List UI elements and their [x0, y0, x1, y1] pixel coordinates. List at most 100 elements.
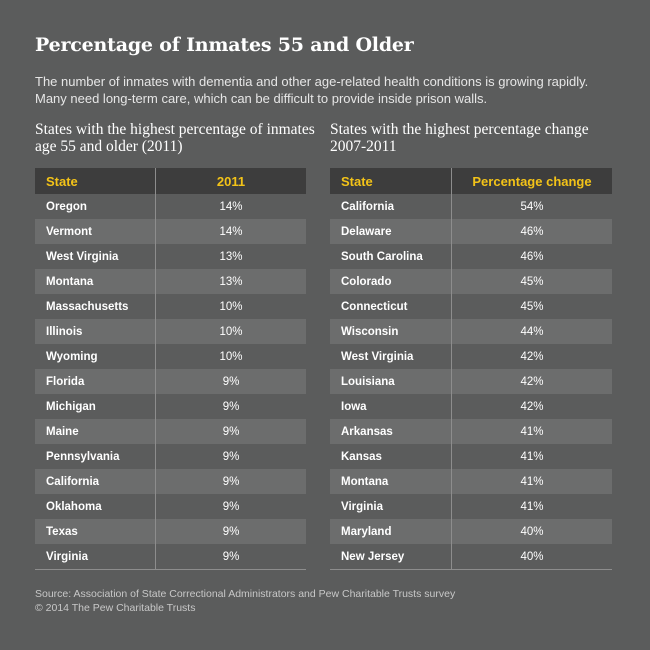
table-row: Illinois 10% — [35, 319, 306, 344]
highest-percentage-table: State 2011 Oregon 14% Vermont 14% West Virgi… — [35, 168, 306, 570]
intro-text: The number of inmates with dementia and … — [35, 74, 589, 106]
table-row: Iowa 42% — [330, 394, 612, 419]
table-row: Louisiana 42% — [330, 369, 612, 394]
table-row: Florida 9% — [35, 369, 306, 394]
value-cell: 42% — [451, 344, 612, 369]
state-cell: Kansas — [330, 444, 452, 469]
table-row: Michigan 9% — [35, 394, 306, 419]
state-cell: Massachusetts — [35, 294, 156, 319]
value-cell: 10% — [155, 319, 306, 344]
column-header-state: State — [330, 168, 452, 194]
value-cell: 10% — [155, 294, 306, 319]
table-row: Vermont 14% — [35, 219, 306, 244]
table-row: Arkansas 41% — [330, 419, 612, 444]
table-row: Wisconsin 44% — [330, 319, 612, 344]
table-row: Massachusetts 10% — [35, 294, 306, 319]
footer: Source: Association of State Correctiona… — [35, 587, 455, 615]
value-cell: 9% — [155, 494, 306, 519]
state-cell: Montana — [35, 269, 156, 294]
value-cell: 41% — [451, 494, 612, 519]
table-row: Maine 9% — [35, 419, 306, 444]
state-cell: Maryland — [330, 519, 452, 544]
state-cell: New Jersey — [330, 544, 452, 570]
value-cell: 13% — [155, 269, 306, 294]
state-cell: Montana — [330, 469, 452, 494]
page-title: Percentage of Inmates 55 and Older — [35, 34, 414, 56]
table-row: California 54% — [330, 194, 612, 219]
table-row: Connecticut 45% — [330, 294, 612, 319]
value-cell: 9% — [155, 444, 306, 469]
state-cell: Iowa — [330, 394, 452, 419]
value-cell: 45% — [451, 269, 612, 294]
table-row: Pennsylvania 9% — [35, 444, 306, 469]
state-cell: Maine — [35, 419, 156, 444]
value-cell: 9% — [155, 544, 306, 570]
table-row: West Virginia 13% — [35, 244, 306, 269]
table-body: Oregon 14% Vermont 14% West Virginia 13% Monta… — [35, 194, 306, 570]
state-cell: West Virginia — [35, 244, 156, 269]
table-row: Colorado 45% — [330, 269, 612, 294]
value-cell: 9% — [155, 519, 306, 544]
state-cell: Virginia — [330, 494, 452, 519]
value-cell: 46% — [451, 219, 612, 244]
value-cell: 42% — [451, 394, 612, 419]
state-cell: Vermont — [35, 219, 156, 244]
state-cell: Arkansas — [330, 419, 452, 444]
value-cell: 9% — [155, 394, 306, 419]
state-cell: Texas — [35, 519, 156, 544]
right-table-subtitle: States with the highest percentage chang… — [330, 121, 589, 155]
table-body: California 54% Delaware 46% South Carolina 46… — [330, 194, 612, 570]
copyright-note: © 2014 The Pew Charitable Trusts — [35, 602, 196, 614]
value-cell: 10% — [155, 344, 306, 369]
value-cell: 41% — [451, 469, 612, 494]
table-row: Oklahoma 9% — [35, 494, 306, 519]
value-cell: 14% — [155, 219, 306, 244]
value-cell: 9% — [155, 419, 306, 444]
state-cell: Florida — [35, 369, 156, 394]
state-cell: South Carolina — [330, 244, 452, 269]
table-row: Montana 41% — [330, 469, 612, 494]
state-cell: California — [35, 469, 156, 494]
state-cell: Delaware — [330, 219, 452, 244]
state-cell: Virginia — [35, 544, 156, 570]
table-row: Delaware 46% — [330, 219, 612, 244]
column-header-percentage-change: Percentage change — [451, 168, 612, 194]
value-cell: 14% — [155, 194, 306, 219]
source-note: Source: Association of State Correctiona… — [35, 588, 456, 600]
value-cell: 13% — [155, 244, 306, 269]
table-row: Virginia 41% — [330, 494, 612, 519]
value-cell: 44% — [451, 319, 612, 344]
value-cell: 54% — [451, 194, 612, 219]
value-cell: 41% — [451, 444, 612, 469]
percentage-change-table: State Percentage change California 54% Del… — [330, 168, 612, 570]
state-cell: Wyoming — [35, 344, 156, 369]
table-row: California 9% — [35, 469, 306, 494]
table-row: West Virginia 42% — [330, 344, 612, 369]
table-row: New Jersey 40% — [330, 544, 612, 570]
table-header-row: State Percentage change — [330, 168, 612, 194]
state-cell: California — [330, 194, 452, 219]
value-cell: 42% — [451, 369, 612, 394]
state-cell: Colorado — [330, 269, 452, 294]
column-header-2011: 2011 — [155, 168, 306, 194]
table-row: Maryland 40% — [330, 519, 612, 544]
table-row: Montana 13% — [35, 269, 306, 294]
value-cell: 9% — [155, 369, 306, 394]
state-cell: West Virginia — [330, 344, 452, 369]
state-cell: Wisconsin — [330, 319, 452, 344]
state-cell: Illinois — [35, 319, 156, 344]
table-row: South Carolina 46% — [330, 244, 612, 269]
state-cell: Oregon — [35, 194, 156, 219]
value-cell: 45% — [451, 294, 612, 319]
table-row: Oregon 14% — [35, 194, 306, 219]
state-cell: Michigan — [35, 394, 156, 419]
state-cell: Pennsylvania — [35, 444, 156, 469]
table-row: Kansas 41% — [330, 444, 612, 469]
left-table-subtitle: States with the highest percentage of in… — [35, 121, 315, 155]
state-cell: Connecticut — [330, 294, 452, 319]
value-cell: 9% — [155, 469, 306, 494]
column-header-state: State — [35, 168, 156, 194]
value-cell: 40% — [451, 544, 612, 570]
table-row: Wyoming 10% — [35, 344, 306, 369]
state-cell: Louisiana — [330, 369, 452, 394]
